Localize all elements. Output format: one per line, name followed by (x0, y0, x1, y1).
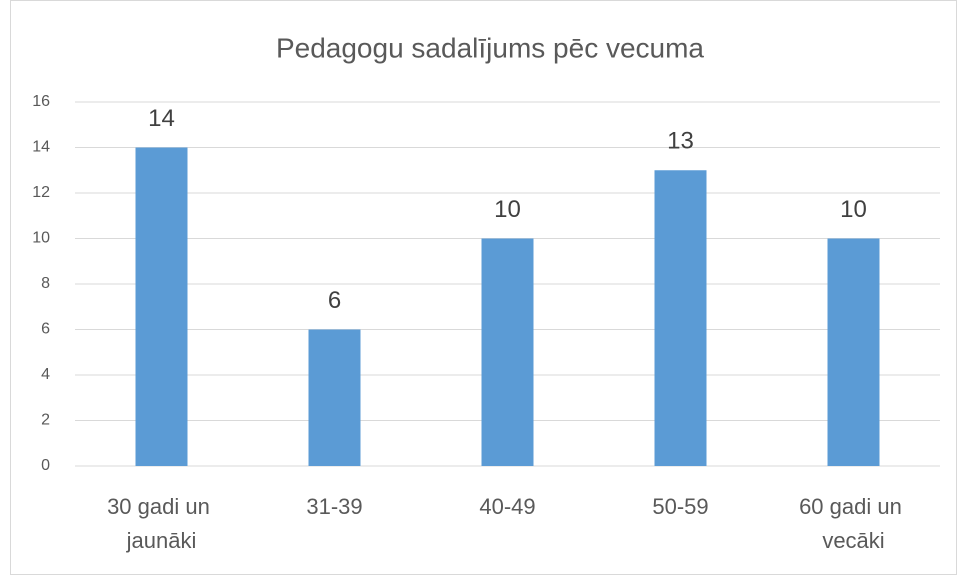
bar (481, 238, 534, 466)
value-label: 14 (148, 105, 175, 132)
y-tick-label: 0 (41, 457, 50, 474)
value-label: 6 (328, 287, 341, 314)
y-tick-label: 16 (32, 93, 50, 110)
bar (654, 170, 707, 466)
y-tick-label: 12 (32, 184, 50, 201)
x-tick-label: 30 gadi un jaunāki (107, 494, 216, 553)
bar (135, 147, 188, 466)
x-tick-label: 31-39 (306, 494, 362, 519)
chart-title: Pedagogu sadalījums pēc vecuma (276, 32, 704, 63)
x-tick-label: 60 gadi un vecāki (799, 494, 908, 553)
y-tick-label: 6 (41, 321, 50, 338)
bar (827, 238, 880, 466)
value-label: 10 (840, 196, 867, 223)
x-tick-label: 40-49 (479, 494, 535, 519)
y-tick-label: 4 (41, 366, 50, 383)
y-tick-label: 10 (32, 230, 50, 247)
y-tick-label: 8 (41, 275, 50, 292)
y-tick-label: 2 (41, 412, 50, 429)
value-label: 10 (494, 196, 521, 223)
x-tick-label: 50-59 (652, 494, 708, 519)
y-tick-label: 14 (32, 139, 50, 156)
value-label: 13 (667, 128, 694, 155)
bar (308, 329, 361, 466)
